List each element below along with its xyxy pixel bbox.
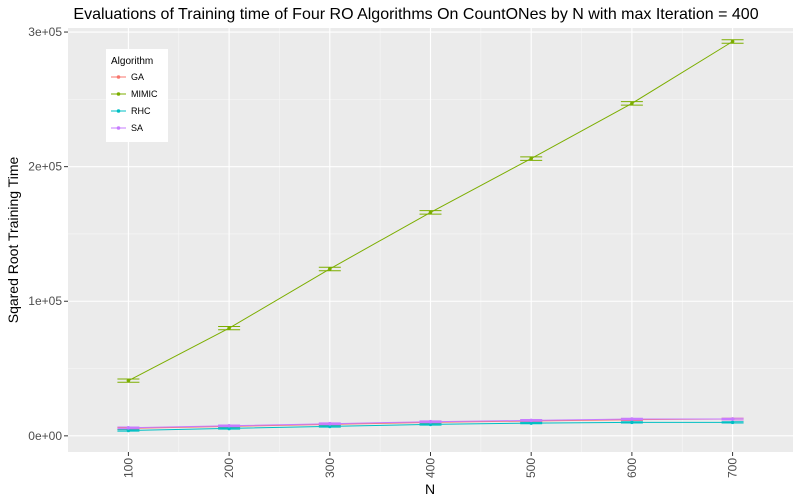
legend-item-rhc: RHC	[111, 106, 151, 116]
legend-item-mimic: MIMIC	[111, 89, 158, 99]
data-point	[126, 425, 131, 430]
grid-major	[68, 28, 793, 452]
data-point	[227, 423, 231, 428]
data-point	[328, 267, 332, 271]
y-tick-label: 0e+00	[28, 429, 62, 443]
series-rhc	[117, 420, 744, 433]
legend-key-point	[116, 75, 121, 79]
data-point	[227, 326, 231, 330]
x-axis-title: N	[425, 481, 435, 497]
legend-label: GA	[131, 72, 144, 82]
axis-ticks	[64, 31, 734, 456]
y-tick-label: 1e+05	[28, 294, 62, 308]
series-sa	[117, 417, 744, 430]
chart-title: Evaluations of Training time of Four RO …	[73, 6, 758, 23]
data-point	[328, 424, 332, 429]
data-point	[529, 156, 533, 161]
data-point	[730, 417, 735, 421]
data-point	[630, 101, 634, 106]
y-axis-title: Sqared Root Training Time	[5, 157, 21, 324]
legend-label: RHC	[131, 106, 151, 116]
data-point	[126, 428, 131, 433]
x-tick-label: 300	[323, 458, 337, 478]
y-tick-label: 3e+05	[28, 25, 62, 39]
data-point	[529, 421, 533, 425]
data-point	[428, 422, 433, 427]
legend-key-point	[116, 92, 121, 96]
legend-key-point	[116, 109, 121, 113]
x-tick-label: 700	[726, 458, 740, 478]
legend-item-sa: SA	[111, 123, 143, 133]
x-tick-label: 100	[121, 458, 135, 478]
data-point	[730, 39, 735, 44]
data-point	[630, 420, 634, 425]
y-tick-label: 2e+05	[28, 160, 62, 174]
data-point	[428, 419, 433, 424]
data-point	[328, 421, 332, 426]
x-tick-label: 500	[524, 458, 538, 478]
data-point	[529, 418, 533, 423]
data-point	[428, 210, 433, 215]
data-point	[730, 420, 735, 425]
legend-label: SA	[131, 123, 143, 133]
legend-item-ga: GA	[111, 72, 144, 82]
data-point	[227, 426, 231, 431]
legend-box	[106, 49, 168, 142]
legend-keys: GA MIMIC RHC SA	[111, 72, 158, 133]
x-tick-labels: 100 200 300 400 500 600 700	[121, 458, 739, 478]
x-tick-label: 400	[424, 458, 438, 478]
legend-title: Algorithm	[111, 56, 153, 67]
series-layer	[117, 39, 744, 433]
y-tick-labels: 0e+00 1e+05 2e+05 3e+05	[28, 25, 62, 443]
legend-label: MIMIC	[131, 89, 158, 99]
data-point	[630, 417, 634, 421]
legend-key-point	[116, 126, 121, 130]
x-tick-label: 200	[222, 458, 236, 478]
x-tick-label: 600	[625, 458, 639, 478]
series-mimic	[117, 39, 744, 383]
data-point	[126, 378, 131, 383]
legend: Algorithm GA MIMIC RHC SA	[106, 49, 168, 142]
